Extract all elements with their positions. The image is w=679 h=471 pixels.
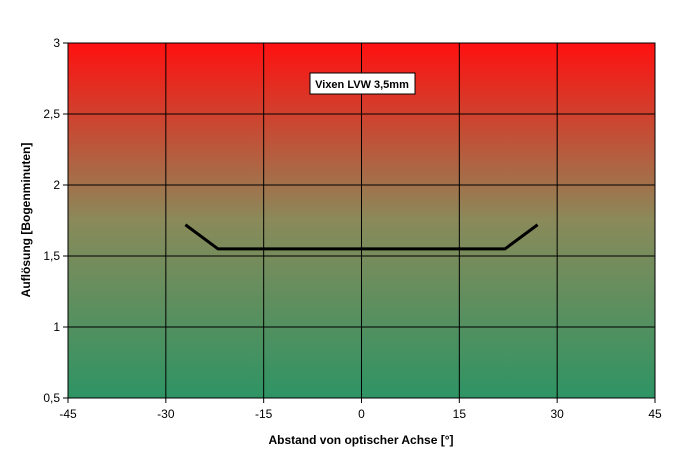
x-tick-label: 15: [453, 407, 467, 421]
y-tick-label: 0,5: [43, 391, 60, 405]
y-tick-label: 3: [53, 36, 60, 50]
y-tick-label: 1,5: [43, 249, 60, 263]
x-tick-label: -45: [59, 407, 77, 421]
x-axis-title: Abstand von optischer Achse [°]: [268, 433, 453, 447]
y-axis-title: Auflösung [Bogenminuten]: [19, 143, 33, 298]
x-tick-label: 0: [358, 407, 365, 421]
series-lines: [184, 223, 539, 251]
y-tick-label: 1: [53, 320, 60, 334]
x-tick-label: -15: [255, 407, 273, 421]
x-tick-label: 30: [550, 407, 564, 421]
x-axis-ticks: -45 -30 -15 0 15 30 45: [59, 398, 662, 421]
series-line: [184, 223, 539, 251]
y-tick-label: 2: [53, 178, 60, 192]
x-tick-label: 45: [648, 407, 662, 421]
legend-entry: Vixen LVW 3,5mm: [315, 79, 409, 91]
legend: Vixen LVW 3,5mm: [309, 72, 416, 95]
legend-box: [309, 72, 416, 95]
y-tick-label: 2,5: [43, 107, 60, 121]
y-axis-ticks: 0,5 1 1,5 2 2,5 3: [43, 36, 68, 405]
x-tick-label: -30: [157, 407, 175, 421]
